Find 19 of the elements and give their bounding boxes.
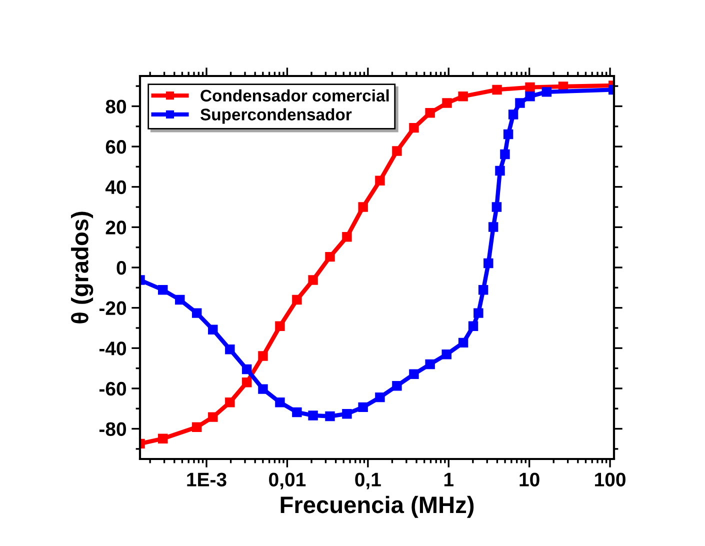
x-tick-label: 0,01 [269, 472, 306, 490]
y-tick-label: -20 [99, 301, 126, 316]
legend-label: Condensador comercial [200, 89, 389, 102]
y-tick-label: 80 [106, 100, 126, 114]
legend-label: Supercondensador [200, 108, 352, 124]
y-tick-label: 40 [105, 180, 126, 194]
y-tick-label: -80 [99, 422, 126, 436]
x-tick-label: 1E-3 [187, 472, 226, 487]
x-tick-label: 1 [444, 472, 454, 486]
y-tick-label: 20 [106, 220, 126, 234]
y-tick-label: -40 [99, 342, 126, 356]
y-tick-label: 0 [116, 260, 126, 275]
x-tick-label: 0,1 [355, 472, 381, 490]
y-tick-label: 60 [106, 140, 126, 154]
y-axis-title: θ (grados) [71, 212, 94, 324]
x-axis-title: Frecuencia (MHz) [280, 496, 474, 518]
x-tick-label: 100 [595, 472, 626, 486]
x-tick-label: 10 [520, 472, 540, 486]
y-tick-label: -60 [99, 382, 126, 396]
